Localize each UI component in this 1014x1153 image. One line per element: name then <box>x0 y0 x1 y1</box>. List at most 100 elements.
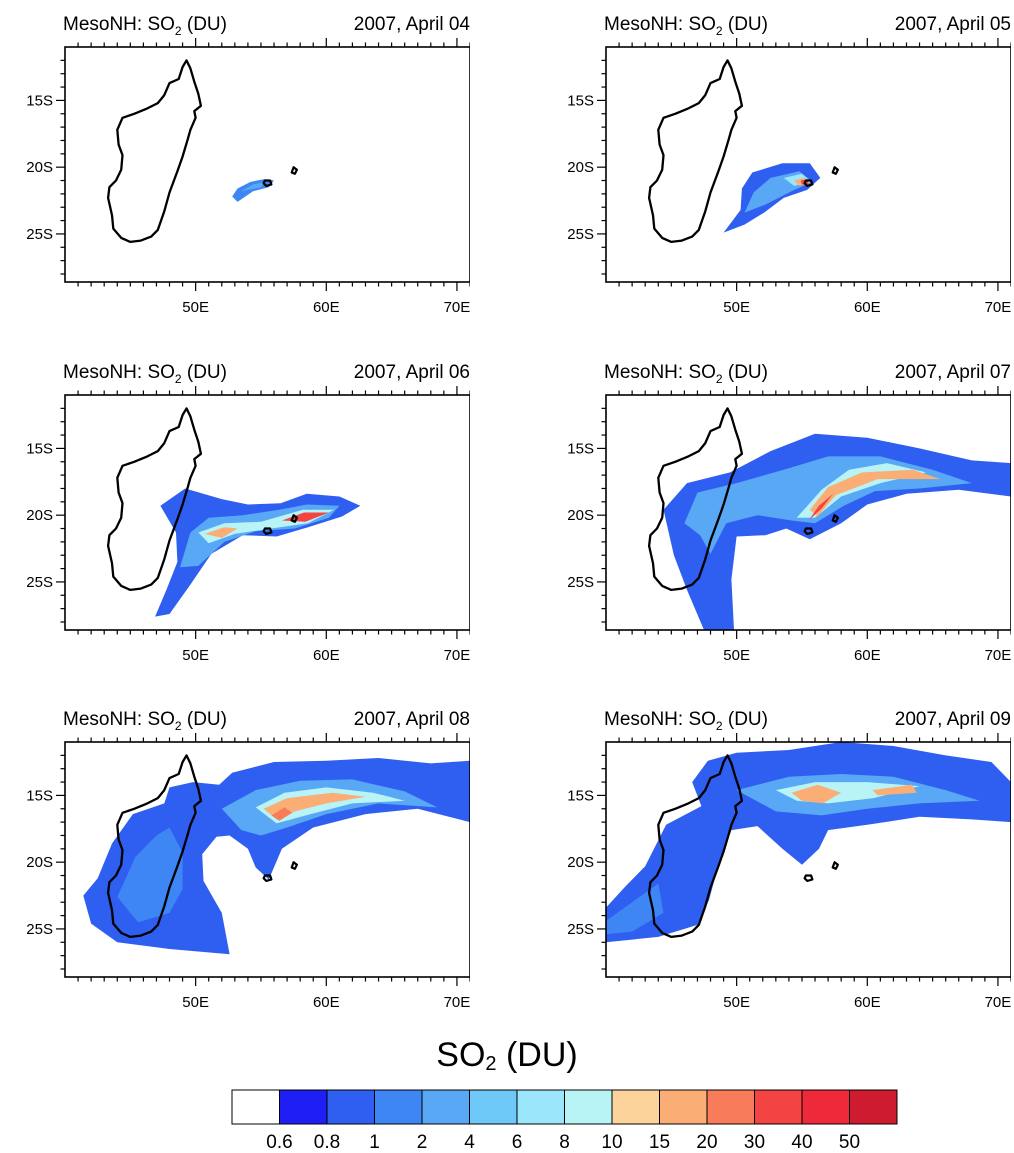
colorbar-swatch <box>754 1089 803 1125</box>
lon-tick-label: 70E <box>444 299 470 316</box>
so2-contour <box>232 179 274 202</box>
colorbar-swatch <box>564 1089 613 1125</box>
lon-tick-label: 50E <box>182 994 209 1011</box>
mauritius-coastline <box>290 166 298 175</box>
lat-tick-label: 15S <box>26 787 53 804</box>
so2-contour <box>281 512 329 522</box>
colorbar: 0.6 0.8 1 2 4 6 8 10 15 20 30 40 50 <box>231 1089 898 1152</box>
panel-title: MesoNH: SO2 (DU) <box>63 709 227 733</box>
panel-date: 2007, April 08 <box>354 709 470 730</box>
panel-title: MesoNH: SO2 (DU) <box>63 14 227 38</box>
lat-tick-label: 15S <box>567 787 594 804</box>
so2-contour <box>83 758 470 955</box>
colorbar-swatch <box>706 1089 755 1125</box>
mauritius-coastline <box>290 861 298 870</box>
madagascar-coastline <box>647 59 744 244</box>
lat-tick-label: 15S <box>567 92 594 109</box>
panel-title: MesoNH: SO2 (DU) <box>63 362 227 386</box>
so2-contour <box>791 784 842 804</box>
so2-contour <box>809 469 941 517</box>
lon-tick-label: 50E <box>723 299 750 316</box>
lon-tick-label: 70E <box>444 994 470 1011</box>
lon-tick-label: 50E <box>723 647 750 664</box>
so2-contour <box>204 527 238 538</box>
lon-tick-label: 70E <box>985 647 1011 664</box>
lat-tick-label: 20S <box>567 854 594 871</box>
lon-tick-label: 60E <box>313 647 340 664</box>
map-frame <box>64 741 470 978</box>
panel-title: MesoNH: SO2 (DU) <box>604 14 768 38</box>
mauritius-coastline <box>831 514 839 523</box>
panel-date: 2007, April 09 <box>895 709 1011 730</box>
lon-tick-label: 60E <box>313 299 340 316</box>
map-panel-2: MesoNH: SO2 (DU) 2007, April 05 15S 20S 25S 5… <box>567 14 1011 316</box>
map-panel-1: MesoNH: SO2 (DU) 2007, April 04 15S 20S 25S 5… <box>26 14 470 316</box>
lon-tick-label: 70E <box>985 299 1011 316</box>
colorbar-label: 50 <box>839 1132 860 1152</box>
colorbar-swatch <box>279 1089 328 1125</box>
lon-tick-label: 60E <box>854 299 881 316</box>
colorbar-label: 10 <box>601 1132 622 1152</box>
reunion-coastline <box>803 874 814 882</box>
reunion-coastline <box>803 527 814 535</box>
so2-contour <box>271 807 293 821</box>
colorbar-label: 4 <box>464 1132 475 1152</box>
colorbar-swatch <box>231 1089 280 1125</box>
colorbar-label: 0.6 <box>266 1132 292 1152</box>
map-panel-6: MesoNH: SO2 (DU) 2007, April 09 15S 20S 25S 5… <box>567 709 1011 1011</box>
map-frame <box>605 46 1011 283</box>
lat-tick-label: 15S <box>26 92 53 109</box>
reunion-coastline <box>262 527 273 535</box>
lon-tick-label: 60E <box>313 994 340 1011</box>
lon-tick-label: 50E <box>723 994 750 1011</box>
lat-tick-label: 25S <box>26 574 53 591</box>
colorbar-swatch <box>516 1089 565 1125</box>
map-panel-4: MesoNH: SO2 (DU) 2007, April 07 15S 20S 25S 5… <box>567 362 1011 664</box>
lon-tick-label: 70E <box>985 994 1011 1011</box>
so2-contour <box>808 493 834 521</box>
colorbar-swatch <box>469 1089 518 1125</box>
map-frame <box>64 394 470 631</box>
lon-tick-label: 70E <box>444 647 470 664</box>
lat-tick-label: 25S <box>567 226 594 243</box>
colorbar-title: SO2 (DU) <box>436 1036 578 1075</box>
colorbar-swatch <box>611 1089 660 1125</box>
map-frame <box>605 394 1011 631</box>
mauritius-coastline <box>831 166 839 175</box>
lat-tick-label: 20S <box>26 507 53 524</box>
lon-tick-label: 60E <box>854 647 881 664</box>
lon-tick-label: 60E <box>854 994 881 1011</box>
colorbar-swatch <box>849 1089 898 1125</box>
lat-tick-label: 15S <box>567 440 594 457</box>
map-frame <box>64 46 470 283</box>
panel-date: 2007, April 07 <box>895 362 1011 383</box>
panel-date: 2007, April 05 <box>895 14 1011 35</box>
lat-tick-label: 20S <box>26 854 53 871</box>
mauritius-coastline <box>290 514 298 523</box>
madagascar-coastline <box>106 754 203 939</box>
lon-tick-label: 50E <box>182 299 209 316</box>
mauritius-coastline <box>831 861 839 870</box>
colorbar-swatch <box>421 1089 470 1125</box>
colorbar-label: 30 <box>744 1132 765 1152</box>
panel-title: MesoNH: SO2 (DU) <box>604 362 768 386</box>
madagascar-coastline <box>647 754 744 939</box>
panel-date: 2007, April 04 <box>354 14 470 35</box>
map-panel-3: MesoNH: SO2 (DU) 2007, April 06 15S 20S 25S 5… <box>26 362 470 664</box>
lat-tick-label: 25S <box>26 921 53 938</box>
colorbar-label: 6 <box>512 1132 523 1152</box>
so2-contour <box>255 787 405 824</box>
reunion-coastline <box>803 179 814 187</box>
lat-tick-label: 20S <box>567 507 594 524</box>
lat-tick-label: 15S <box>26 440 53 457</box>
lat-tick-label: 25S <box>567 574 594 591</box>
colorbar-label: 8 <box>559 1132 570 1152</box>
madagascar-coastline <box>106 407 203 592</box>
map-frame <box>605 741 1011 978</box>
colorbar-swatch <box>801 1089 850 1125</box>
lon-tick-label: 50E <box>182 647 209 664</box>
lat-tick-label: 20S <box>567 159 594 176</box>
so2-contour <box>606 742 1011 943</box>
lat-tick-label: 20S <box>26 159 53 176</box>
colorbar-label: 15 <box>649 1132 670 1152</box>
